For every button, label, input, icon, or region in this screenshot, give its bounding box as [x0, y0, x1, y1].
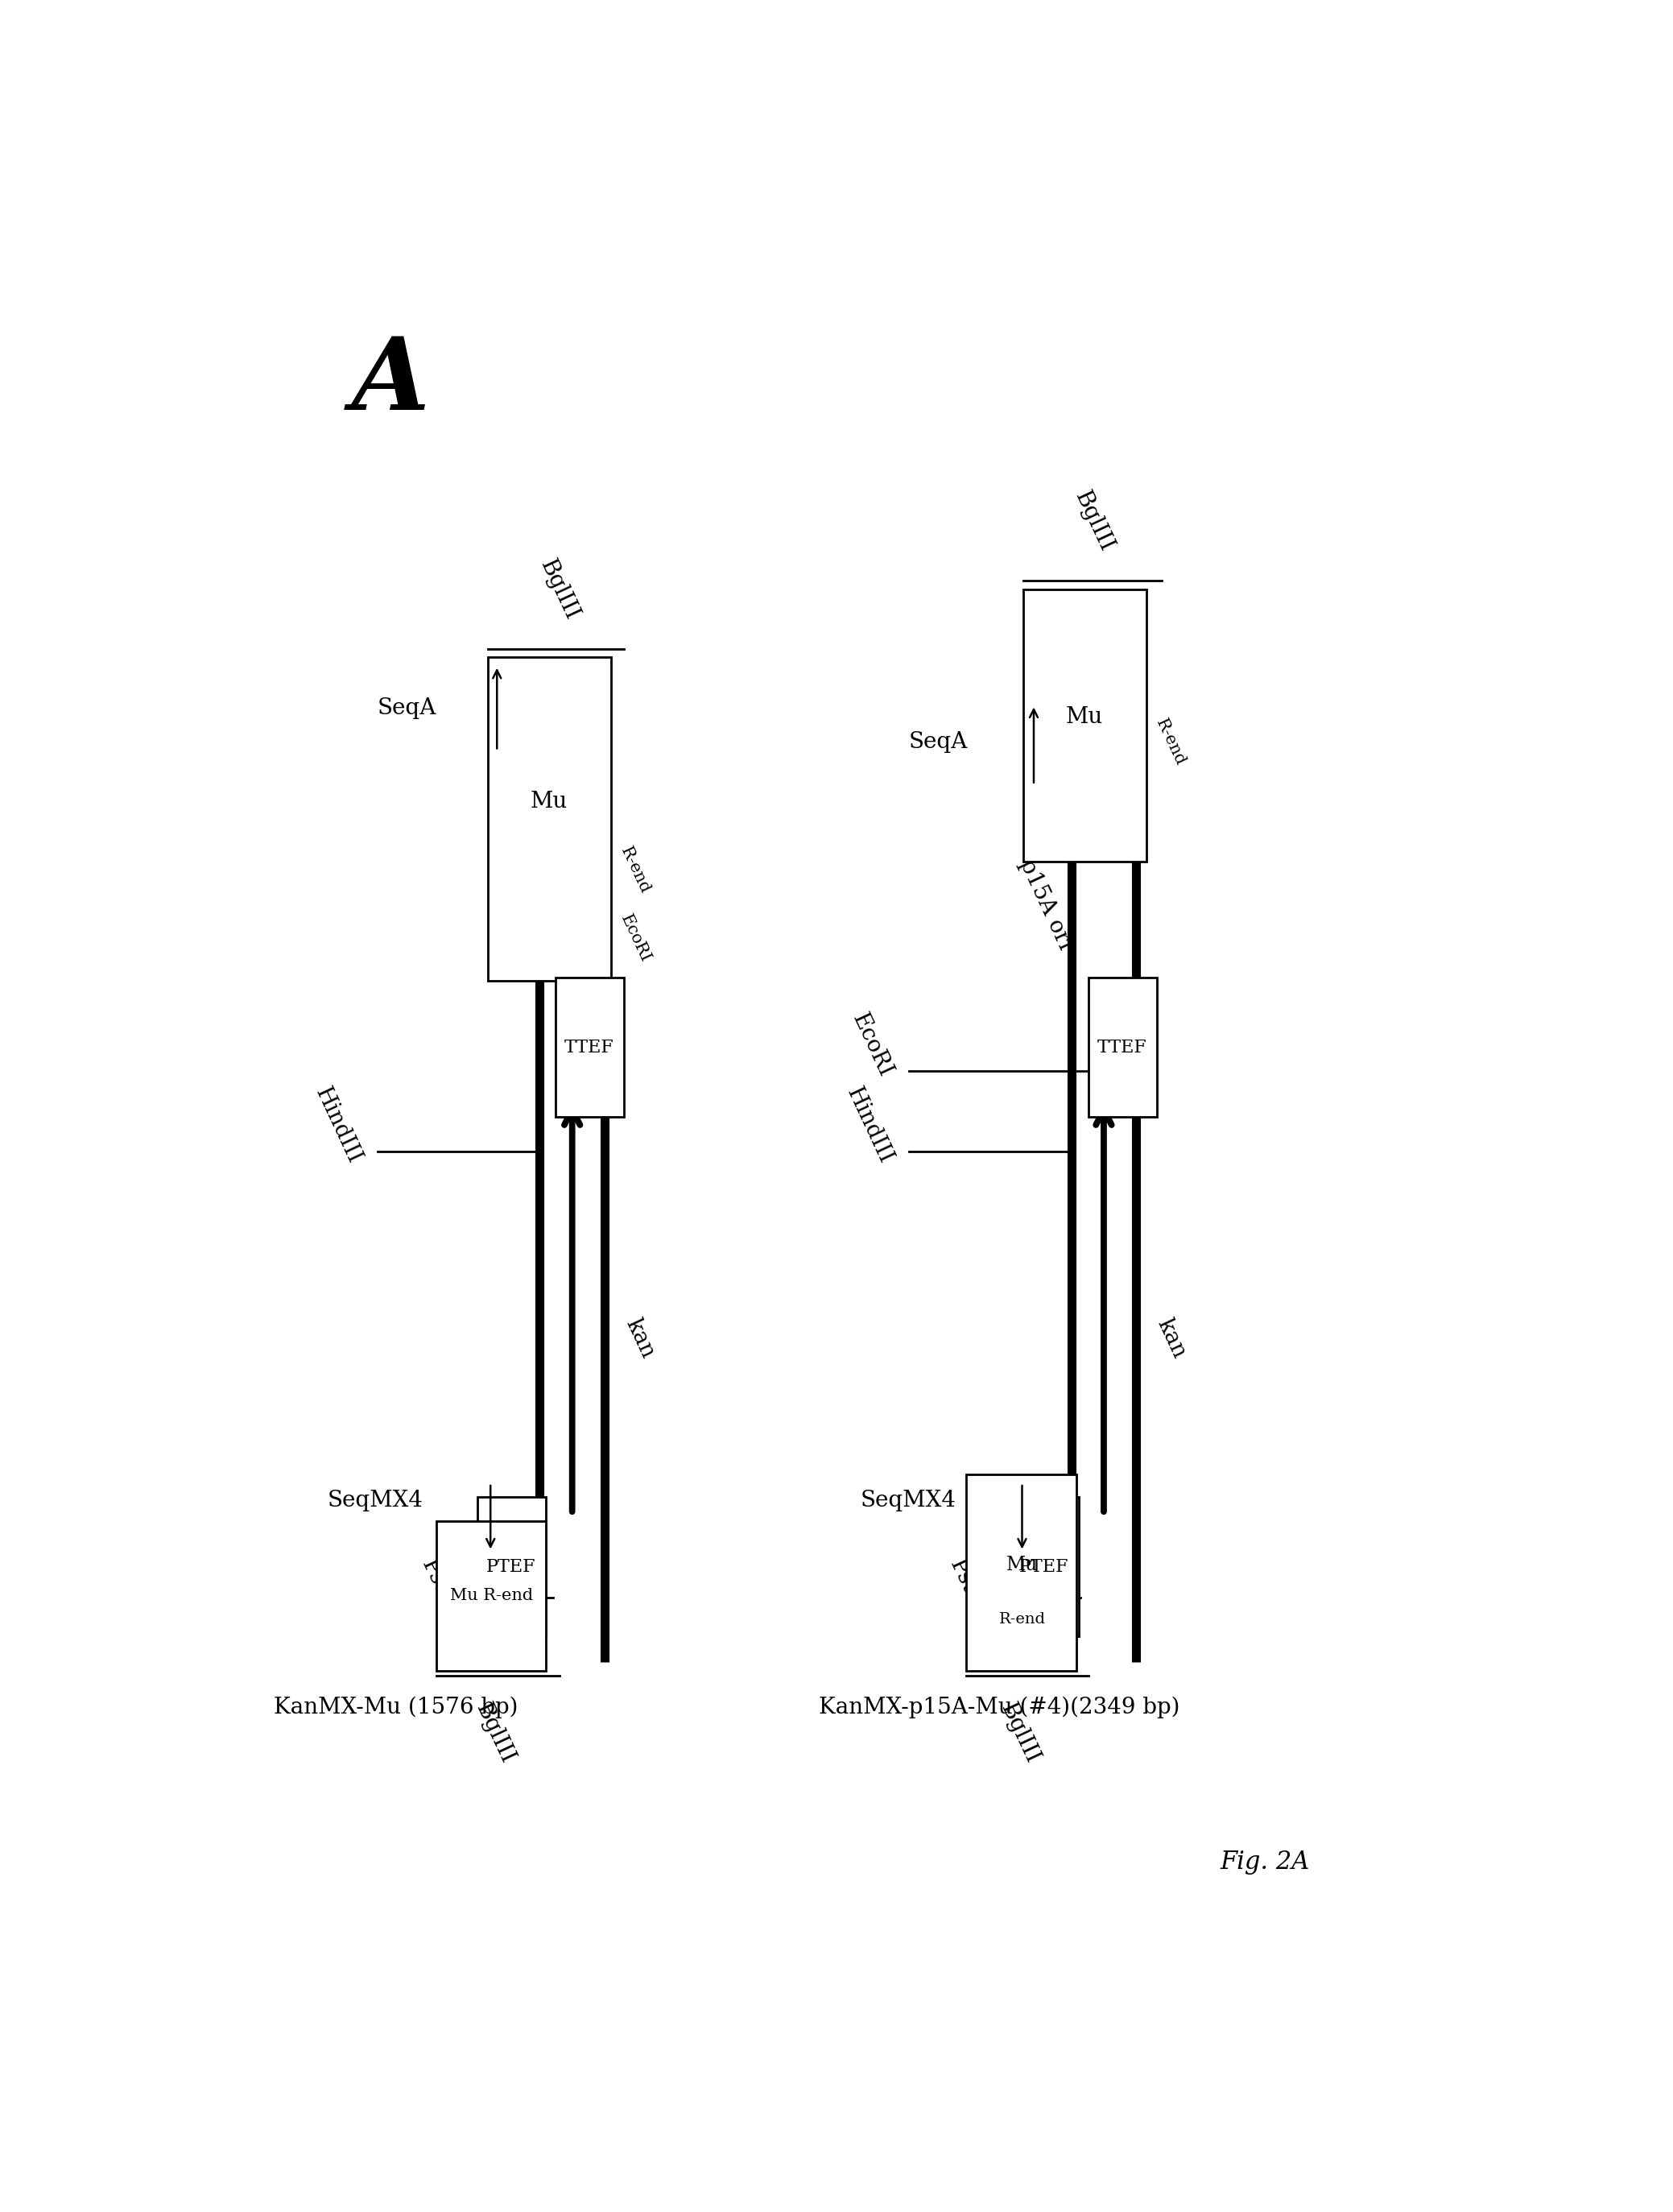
Bar — [489, 657, 611, 980]
Bar — [1010, 1498, 1079, 1637]
Bar — [555, 978, 624, 1117]
Text: BglIII: BglIII — [535, 555, 582, 624]
Text: SeqA: SeqA — [376, 697, 437, 719]
Text: TTEF: TTEF — [564, 1037, 614, 1055]
Text: kan: kan — [621, 1316, 659, 1363]
Text: PTEF: PTEF — [1019, 1557, 1069, 1575]
Text: BglIII: BglIII — [1071, 487, 1118, 555]
Bar — [437, 1520, 547, 1670]
Bar — [967, 1475, 1076, 1670]
Text: Mu: Mu — [1066, 706, 1103, 728]
Text: kan: kan — [1153, 1316, 1190, 1363]
Text: KanMX-p15A-Mu (#4)(2349 bp): KanMX-p15A-Mu (#4)(2349 bp) — [818, 1697, 1179, 1719]
Text: PstI: PstI — [945, 1555, 984, 1604]
Text: Mu R-end: Mu R-end — [450, 1588, 534, 1604]
Text: p15A ori: p15A ori — [1016, 856, 1076, 953]
Text: R-end: R-end — [1153, 717, 1188, 768]
Text: Mu: Mu — [1005, 1555, 1037, 1575]
Text: BglIII: BglIII — [995, 1699, 1042, 1767]
Text: R-end: R-end — [617, 845, 652, 896]
Text: PTEF: PTEF — [487, 1557, 535, 1575]
Text: SeqMX4: SeqMX4 — [860, 1489, 955, 1511]
Text: HindIII: HindIII — [842, 1084, 897, 1168]
Text: EcoRI: EcoRI — [617, 911, 652, 964]
Text: SeqA: SeqA — [908, 732, 967, 754]
Text: HindIII: HindIII — [311, 1084, 365, 1168]
Text: PstI: PstI — [417, 1555, 455, 1604]
Text: EcoRI: EcoRI — [848, 1011, 897, 1082]
Text: A: A — [351, 334, 430, 431]
Text: Mu: Mu — [530, 792, 567, 812]
Bar — [1024, 588, 1146, 860]
Text: KanMX-Mu (1576 bp): KanMX-Mu (1576 bp) — [274, 1697, 519, 1719]
Text: R-end: R-end — [999, 1613, 1046, 1626]
Bar — [477, 1498, 547, 1637]
Text: SeqMX4: SeqMX4 — [328, 1489, 423, 1511]
Text: BglIII: BglIII — [472, 1699, 517, 1767]
Text: TTEF: TTEF — [1097, 1037, 1146, 1055]
Text: Fig. 2A: Fig. 2A — [1221, 1849, 1310, 1876]
Bar — [1087, 978, 1158, 1117]
